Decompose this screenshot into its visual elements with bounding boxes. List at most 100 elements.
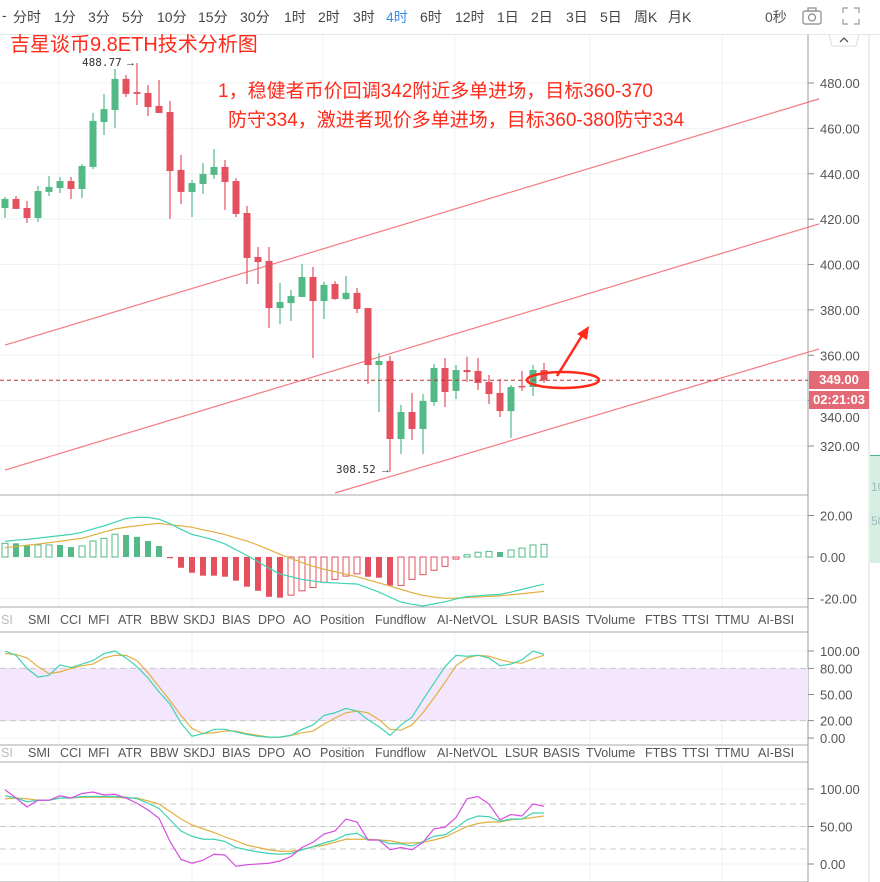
interval-6h[interactable]: 6时	[420, 9, 442, 25]
indicator-tab-basis[interactable]: BASIS	[543, 746, 580, 760]
indicator-tab-ftbs[interactable]: FTBS	[645, 746, 677, 760]
indicator-tab-ttmu[interactable]: TTMU	[715, 746, 750, 760]
indicator-tab-fundflow[interactable]: Fundflow	[375, 613, 426, 627]
candle-body	[56, 181, 64, 189]
indicator-tab-position[interactable]: Position	[320, 746, 365, 760]
indicator-tab-ftbs[interactable]: FTBS	[645, 613, 677, 627]
macd-histogram-bar	[222, 557, 228, 577]
toolbar-lead[interactable]: -	[2, 7, 7, 23]
overbought-oversold-band	[0, 668, 808, 721]
indicator-tab-ai-netvol[interactable]: AI-NetVOL	[437, 746, 498, 760]
y-tick-label: 360.00	[820, 348, 860, 363]
candle-body	[364, 308, 372, 366]
interval-tick[interactable]: 分时	[13, 9, 41, 25]
indicator-tab-dpo[interactable]: DPO	[258, 746, 286, 760]
indicator-tab-position[interactable]: Position	[320, 613, 365, 627]
indicator-tab-lsur[interactable]: LSUR	[505, 746, 539, 760]
indicator-tab-tvolume[interactable]: TVolume	[586, 746, 636, 760]
macd-dif-line	[4, 516, 545, 607]
indicator-tab-ai-bsi[interactable]: AI-BSI	[758, 613, 795, 627]
indicator-tab-ao[interactable]: AO	[293, 613, 312, 627]
refresh-timer[interactable]: 0秒	[765, 9, 787, 25]
interval-3d[interactable]: 3日	[566, 9, 588, 25]
candle-body	[309, 276, 317, 302]
indicator-tab-bbw[interactable]: BBW	[150, 613, 179, 627]
y-tick-label: 340.00	[820, 410, 860, 425]
indicator-tab-ttmu[interactable]: TTMU	[715, 613, 750, 627]
collapse-chevron-up-icon[interactable]	[829, 34, 859, 48]
indicator-tab-dpo[interactable]: DPO	[258, 613, 286, 627]
indicator-tab-mfi[interactable]: MFI	[88, 746, 110, 760]
interval-3m[interactable]: 3分	[88, 9, 110, 25]
interval-2d[interactable]: 2日	[531, 9, 553, 25]
indicator-tab-ttsi[interactable]: TTSI	[682, 613, 710, 627]
interval-30m[interactable]: 30分	[240, 9, 270, 25]
candle-body	[496, 392, 504, 412]
interval-1m[interactable]: 1分	[54, 9, 76, 25]
macd-histogram-bar	[397, 556, 405, 586]
indicator-tab-cci[interactable]: CCI	[60, 746, 82, 760]
interval-4h[interactable]: 4时	[386, 9, 408, 25]
candle-body	[518, 385, 526, 388]
indicator-tab-atr[interactable]: ATR	[118, 613, 143, 627]
macd-histogram-bar	[244, 557, 250, 587]
low-price-label: 308.52	[336, 463, 376, 476]
interval-10m[interactable]: 10分	[157, 9, 187, 25]
candle-body	[89, 120, 97, 167]
candle-body	[320, 284, 328, 302]
indicator-tab-rsi[interactable]: RSI	[0, 746, 13, 760]
indicator-tab-skdj[interactable]: SKDJ	[183, 613, 215, 627]
candle-body	[353, 292, 361, 309]
y-tick-label: 440.00	[820, 167, 860, 182]
camera-icon[interactable]	[801, 6, 823, 26]
macd-histogram-bar	[277, 557, 283, 598]
indicator-tab-fundflow[interactable]: Fundflow	[375, 746, 426, 760]
interval-5m[interactable]: 5分	[122, 9, 144, 25]
indicator-tab-atr[interactable]: ATR	[118, 746, 143, 760]
y-tick-label: 80.00	[820, 661, 853, 676]
candle-body	[265, 260, 273, 309]
macd-histogram-bar	[529, 544, 537, 558]
interval-month[interactable]: 月K	[668, 9, 692, 25]
indicator-tab-skdj[interactable]: SKDJ	[183, 746, 215, 760]
macd-histogram-bar	[211, 557, 217, 576]
candle-body	[243, 213, 251, 258]
interval-5d[interactable]: 5日	[600, 9, 622, 25]
candle-body	[111, 78, 119, 111]
interval-week[interactable]: 周K	[634, 9, 658, 25]
candle-body	[12, 198, 20, 209]
macd-histogram-bar	[134, 536, 140, 557]
indicator-tab-smi[interactable]: SMI	[28, 746, 51, 760]
fullscreen-icon[interactable]	[841, 6, 861, 26]
indicator-tab-ttsi[interactable]: TTSI	[682, 746, 710, 760]
interval-2h[interactable]: 2时	[318, 9, 340, 25]
indicator-tab-cci[interactable]: CCI	[60, 613, 82, 627]
interval-1d[interactable]: 1日	[497, 9, 519, 25]
indicator-k-line	[4, 650, 545, 738]
last-price-tag: 349.00	[809, 371, 869, 389]
macd-histogram-bar	[178, 557, 184, 568]
y-tick-label: 0.00	[820, 550, 845, 565]
macd-histogram-bar	[540, 543, 548, 558]
indicator-tab-rsi[interactable]: RSI	[0, 613, 13, 627]
candle-body	[375, 360, 383, 366]
interval-12h[interactable]: 12时	[455, 9, 485, 25]
interval-15m[interactable]: 15分	[198, 9, 228, 25]
indicator-tab-lsur[interactable]: LSUR	[505, 613, 539, 627]
indicator-tab-ao[interactable]: AO	[293, 746, 312, 760]
macd-histogram-bar	[365, 557, 371, 577]
indicator-tab-ai-netvol[interactable]: AI-NetVOL	[437, 613, 498, 627]
indicator-tab-tvolume[interactable]: TVolume	[586, 613, 636, 627]
chart-title: 吉星谈币9.8ETH技术分析图	[10, 34, 258, 56]
interval-1h[interactable]: 1时	[284, 9, 306, 25]
indicator-tab-mfi[interactable]: MFI	[88, 613, 110, 627]
indicator-tab-bias[interactable]: BIAS	[222, 613, 251, 627]
candle-body	[221, 166, 229, 182]
indicator-tab-basis[interactable]: BASIS	[543, 613, 580, 627]
indicator-tab-bbw[interactable]: BBW	[150, 746, 179, 760]
interval-3h[interactable]: 3时	[353, 9, 375, 25]
indicator-tab-bias[interactable]: BIAS	[222, 746, 251, 760]
indicator-tab-smi[interactable]: SMI	[28, 613, 51, 627]
indicator-tab-ai-bsi[interactable]: AI-BSI	[758, 746, 795, 760]
